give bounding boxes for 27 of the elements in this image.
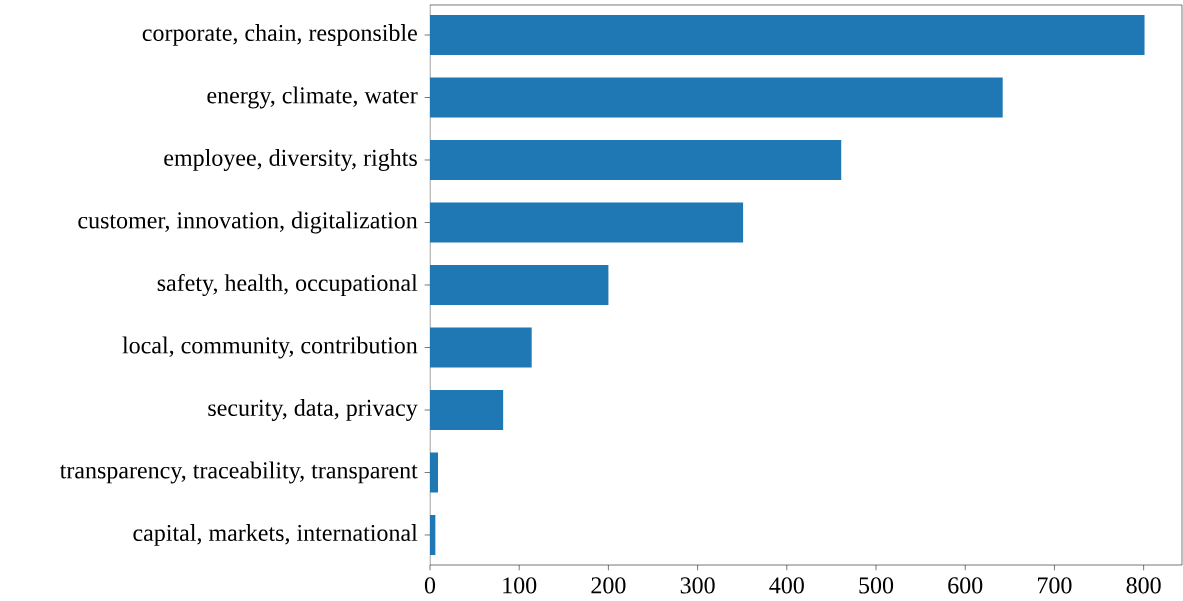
y-tick-label: corporate, chain, responsible xyxy=(142,24,417,46)
y-tick-label: safety, health, occupational xyxy=(157,273,418,297)
y-tick-label: energy, climate, water xyxy=(207,86,418,109)
bar xyxy=(429,140,842,180)
bar xyxy=(429,452,439,493)
x-tick-label: 200 xyxy=(591,577,626,594)
bar xyxy=(429,390,504,430)
y-tick-label: customer, innovation, digitalization xyxy=(78,211,418,234)
x-tick-label: 0 xyxy=(424,577,436,594)
y-tick-label: capital, markets, international xyxy=(133,524,418,546)
y-tick-label: security, data, privacy xyxy=(208,399,418,421)
x-tick-label: 700 xyxy=(1038,577,1072,594)
bar xyxy=(429,515,436,555)
x-tick-label: 300 xyxy=(680,577,715,594)
x-tick-label: 500 xyxy=(859,577,894,594)
x-tick-label: 100 xyxy=(503,577,537,594)
x-tick-label: 600 xyxy=(948,577,983,594)
bar xyxy=(429,265,609,305)
y-tick-label: employee, diversity, rights xyxy=(164,149,417,171)
bar xyxy=(429,327,532,368)
y-tick-label: local, community, contribution xyxy=(122,336,418,359)
x-tick-label: 400 xyxy=(769,577,804,594)
bar xyxy=(429,77,1003,118)
x-tick-label: 800 xyxy=(1126,577,1161,594)
bar xyxy=(429,202,744,243)
y-tick-label: transparency, traceability, transparent xyxy=(59,461,418,484)
bar xyxy=(429,15,1145,55)
